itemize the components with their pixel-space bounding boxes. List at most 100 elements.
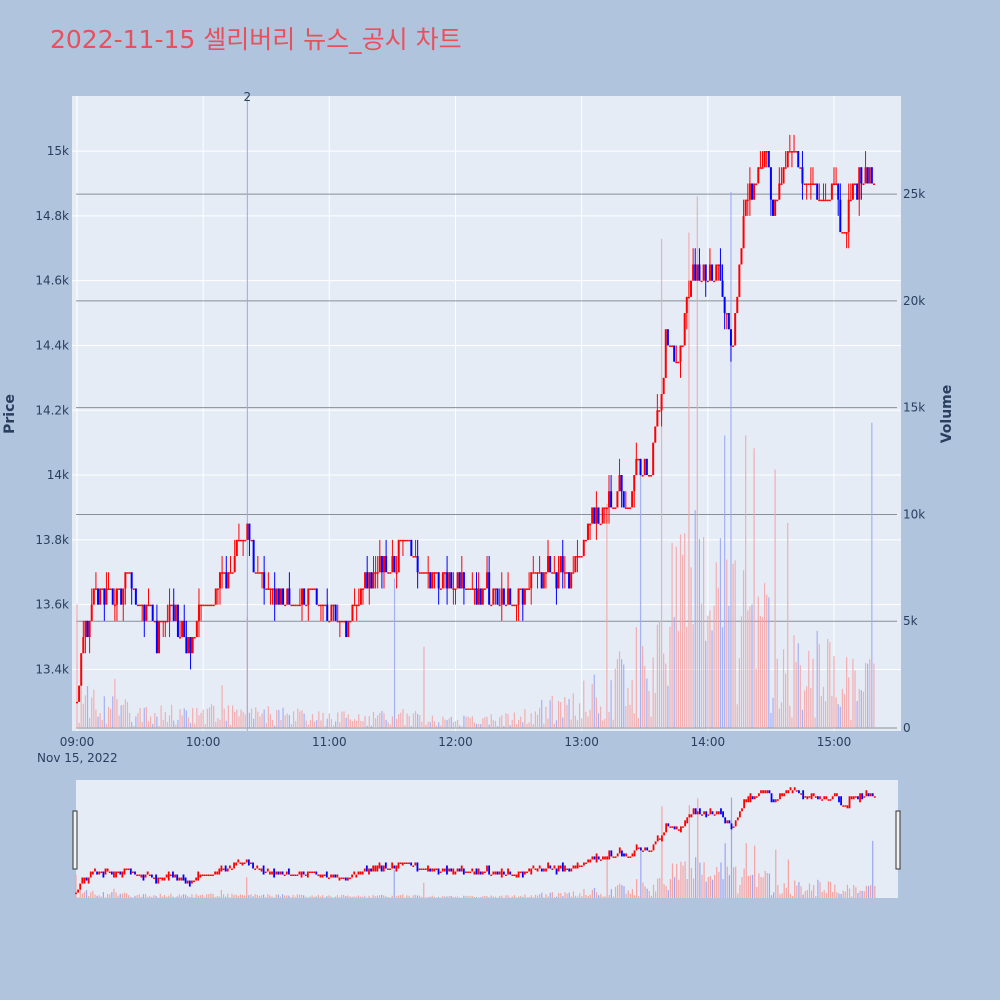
volume-bar: [305, 720, 307, 728]
slider-candle: [635, 844, 638, 851]
volume-bar: [677, 630, 679, 728]
volume-bar: [564, 697, 566, 728]
candle-body: [240, 539, 243, 542]
slider-candle: [814, 796, 817, 798]
slider-candle: [795, 790, 798, 792]
candle-body: [622, 491, 625, 508]
slider-volume-bar: [781, 893, 783, 898]
candle-body: [113, 604, 116, 607]
slider-candle: [473, 871, 476, 875]
candle-body: [448, 572, 451, 589]
candle-body: [702, 264, 705, 281]
slider-candle: [454, 871, 457, 875]
slider-volume-bar: [290, 897, 292, 898]
slider-candle: [631, 853, 634, 857]
candle-body: [851, 183, 854, 200]
candle-body: [685, 296, 688, 314]
candle-body: [208, 604, 211, 607]
price-tick-label: 13.6k: [35, 598, 69, 612]
slider-candle: [646, 847, 649, 851]
slider-volume-bar: [237, 895, 239, 898]
candle-body: [345, 620, 348, 638]
volume-bars: [76, 191, 875, 729]
volume-bar: [457, 719, 459, 728]
candle-body: [97, 588, 100, 605]
candle-body: [532, 572, 535, 574]
slider-candle: [850, 796, 853, 800]
slider-candle: [602, 856, 604, 860]
volume-bar: [263, 709, 265, 728]
volume-bar: [414, 711, 417, 728]
range-slider[interactable]: [72, 780, 901, 898]
slider-volume-bar: [216, 896, 218, 898]
slider-volume-bar: [222, 894, 225, 898]
volume-tick-label: 15k: [903, 401, 925, 415]
slider-volume-bar: [330, 896, 332, 898]
slider-volume-bar: [395, 896, 397, 898]
candle-body: [248, 523, 251, 540]
slider-volume-bar: [98, 895, 100, 898]
volume-bar: [131, 721, 133, 728]
slider-volume-bar: [85, 890, 88, 898]
slider-candle: [148, 874, 151, 877]
slider-volume-bar: [153, 895, 155, 898]
candle-body: [191, 637, 194, 654]
volume-bar: [343, 711, 345, 728]
volume-bar: [84, 695, 87, 728]
slider-candle: [766, 790, 769, 794]
candle-body: [551, 572, 554, 574]
slider-candle: [401, 862, 404, 866]
volume-bar: [751, 604, 753, 728]
slider-candle: [271, 871, 273, 875]
slider-volume-bar: [728, 875, 730, 898]
candle-body: [103, 588, 106, 605]
candle-body: [860, 167, 863, 184]
slider-volume-bar: [488, 897, 490, 898]
slider-volume-bar: [311, 895, 313, 898]
slider-volume-bar: [94, 894, 96, 898]
time-axis: 09:00 10:00 11:00 12:00 13:00 14:00 15:00: [60, 735, 852, 749]
candle-body: [355, 604, 358, 607]
candle-body: [814, 183, 817, 185]
slider-candle: [285, 871, 288, 875]
slider-candle: [804, 796, 807, 798]
volume-bar: [463, 715, 465, 728]
slider-candle: [684, 820, 687, 827]
slider-candle: [599, 859, 602, 861]
candle-body: [654, 426, 657, 443]
slider-candle: [165, 874, 168, 878]
range-slider-right-handle[interactable]: [895, 810, 901, 870]
slider-candle: [715, 811, 718, 815]
slider-volume-bar: [610, 889, 612, 898]
slider-volume-bar: [566, 893, 568, 898]
slider-volume-bar: [374, 896, 376, 898]
slider-candle: [842, 805, 845, 807]
candle-body: [492, 588, 495, 605]
slider-candle: [532, 865, 535, 869]
slider-volume-bar: [176, 896, 178, 898]
volume-bar: [576, 720, 579, 728]
candle-body: [383, 556, 386, 573]
slider-candle: [496, 871, 499, 875]
volume-bar: [829, 642, 831, 728]
candle-body: [214, 588, 217, 605]
candle-body: [462, 572, 465, 589]
slider-volume-bar: [172, 896, 174, 898]
slider-volume-bar: [376, 895, 378, 898]
candle-body: [559, 556, 562, 573]
candle-body: [811, 183, 814, 185]
slider-volume-bar: [528, 896, 530, 898]
slider-volume-bar: [258, 895, 260, 898]
slider-candle: [722, 811, 724, 818]
volume-bar: [248, 712, 251, 728]
range-slider-left-handle[interactable]: [72, 810, 78, 870]
candle-body: [443, 572, 446, 574]
slider-candle: [798, 790, 800, 794]
volume-bar: [227, 705, 229, 728]
slider-candle: [387, 868, 389, 870]
slider-volume-bar: [711, 879, 714, 898]
slider-candle: [747, 796, 750, 803]
candle-body: [418, 572, 421, 574]
slider-candle: [382, 865, 385, 872]
